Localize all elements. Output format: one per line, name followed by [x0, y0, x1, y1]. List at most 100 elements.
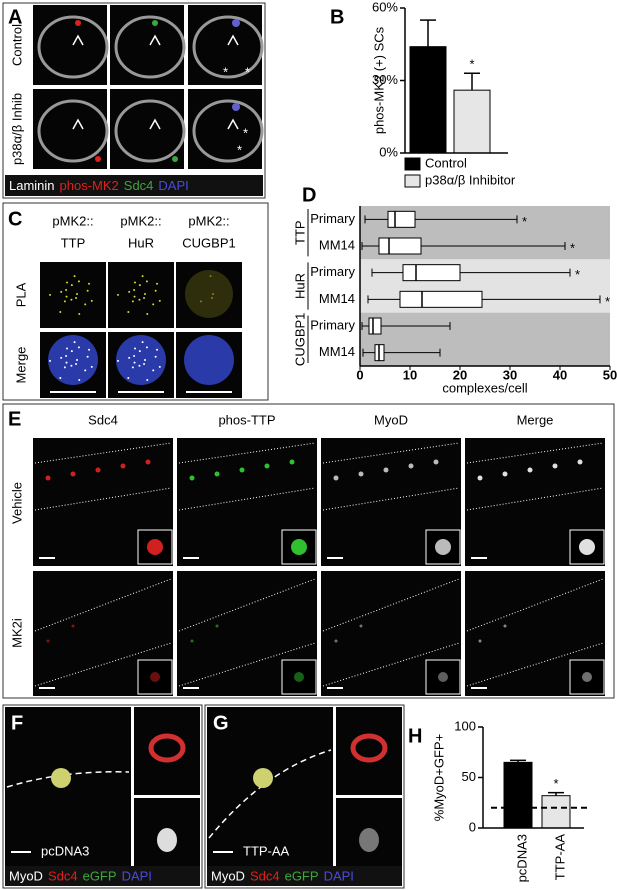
pla-dot	[70, 364, 73, 367]
stain-spot	[239, 467, 245, 473]
category-label: MM14	[319, 237, 355, 252]
pla-dot	[65, 288, 68, 291]
pla-dot	[138, 284, 141, 287]
column-label: MyoD	[374, 412, 408, 427]
significance: *	[570, 240, 575, 255]
x-axis-label: complexes/cell	[442, 380, 527, 395]
pla-dot	[63, 366, 66, 369]
bar	[453, 89, 491, 154]
y-tick-label: 0%	[379, 144, 398, 159]
cell	[232, 19, 240, 27]
x-tick-label: TTP-AA	[552, 834, 567, 881]
inset	[569, 529, 605, 565]
pla-dot	[63, 300, 66, 303]
pla-dot	[158, 365, 161, 368]
row-label: Vehicle	[9, 482, 24, 524]
fiber-outline	[322, 442, 460, 511]
sdc4-signal	[148, 733, 186, 763]
inset-spot	[294, 672, 304, 682]
inset-spot	[150, 672, 160, 682]
stain-label: Sdc4	[250, 868, 280, 883]
stain-spot	[71, 624, 75, 628]
pla-haze	[185, 270, 233, 318]
pla-dot	[65, 295, 68, 298]
stain-spot	[46, 639, 50, 643]
fiber-outline	[466, 578, 604, 687]
pla-dot	[131, 300, 134, 303]
pla-dot	[70, 350, 73, 353]
group-band	[360, 312, 610, 366]
stain-spot	[334, 639, 338, 643]
pla-dot	[143, 296, 146, 299]
stain-spot	[214, 471, 220, 477]
pla-dot	[145, 346, 148, 349]
pla-dot	[128, 290, 131, 293]
pla-dot	[145, 280, 148, 283]
pla-dot	[78, 313, 81, 316]
stain-spot	[477, 475, 483, 481]
group-label: TTP	[292, 220, 307, 245]
pla-dot	[77, 280, 80, 283]
stain-label: Sdc4	[124, 178, 154, 193]
pla-dot	[152, 369, 155, 372]
cell	[152, 20, 158, 26]
pla-dot	[138, 364, 141, 367]
pla-dot	[143, 362, 146, 365]
pla-dot	[133, 361, 136, 364]
bar	[409, 46, 447, 154]
stain-spot	[333, 475, 339, 481]
pla-dot	[73, 341, 76, 344]
sdc4-signal	[350, 733, 388, 763]
pla-dot	[146, 379, 149, 382]
category-label: MM14	[319, 344, 355, 359]
pla-dot	[49, 293, 52, 296]
micrograph	[207, 707, 333, 886]
pla-dot	[78, 379, 81, 382]
box	[399, 290, 483, 308]
pla-dot	[60, 290, 63, 293]
category-label: Primary	[310, 317, 355, 332]
column-label: Merge	[517, 412, 554, 427]
category-label: MM14	[319, 291, 355, 306]
stain-spot	[215, 624, 219, 628]
row-label: MK2i	[9, 618, 24, 648]
stain-spot	[45, 475, 51, 481]
x-tick-label: 40	[553, 367, 567, 382]
stain-spot	[145, 459, 151, 465]
column-label: pMK2::	[188, 213, 229, 228]
pla-dot	[90, 365, 93, 368]
pla-dot	[146, 313, 149, 316]
pla-dot	[141, 341, 144, 344]
pla-dot	[128, 356, 131, 359]
stain-label: DAPI	[158, 178, 188, 193]
cell	[232, 103, 240, 111]
pla-dot	[117, 359, 120, 362]
significance: *	[522, 214, 527, 229]
nucleus	[184, 335, 234, 385]
stain-spot	[433, 459, 439, 465]
y-axis-label: phos-MK2 (+) SCs	[371, 26, 386, 134]
y-tick-label: 100	[454, 718, 476, 733]
pla-dot	[144, 359, 146, 361]
pla-dot	[158, 299, 161, 302]
bar	[541, 795, 571, 829]
fiber-outline	[178, 578, 316, 687]
stain-spot	[358, 471, 364, 477]
row-label: Control	[9, 24, 24, 66]
pla-dot	[134, 281, 137, 284]
fiber-outline	[34, 442, 172, 511]
fiber-outline	[466, 442, 604, 511]
panel-letter: B	[330, 6, 344, 28]
panel-letter: D	[302, 184, 316, 206]
pla-dot	[133, 295, 136, 298]
pla-dot	[88, 282, 91, 285]
micrograph	[336, 707, 402, 795]
pla-dot	[49, 359, 52, 362]
stain-label: eGFP	[285, 868, 319, 883]
asterisk: *	[237, 142, 242, 157]
stain-spot	[503, 624, 507, 628]
pla-dot	[86, 355, 89, 358]
pla-dot	[66, 281, 69, 284]
pla-dot	[70, 298, 73, 301]
pla-dot	[75, 362, 78, 365]
